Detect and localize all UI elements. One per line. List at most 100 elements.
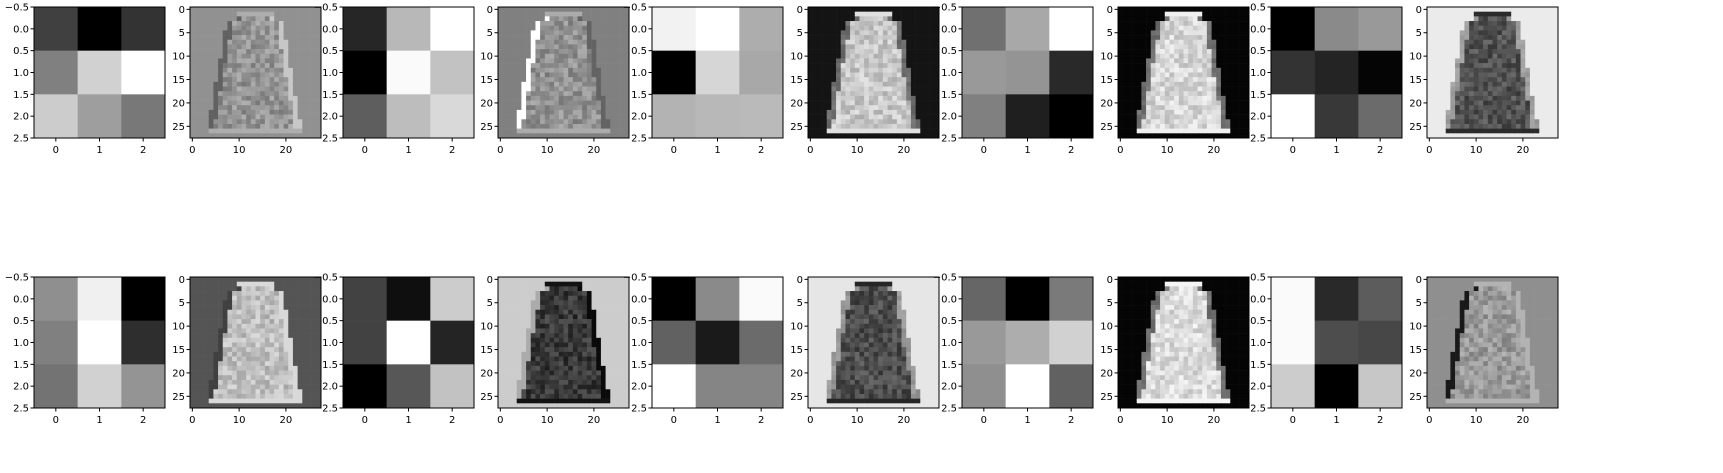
feature-pixel xyxy=(610,128,616,134)
feature-pixel xyxy=(269,109,275,115)
feature-pixel xyxy=(1506,39,1512,45)
feature-pixel xyxy=(1188,63,1194,69)
feature-pixel xyxy=(614,95,620,101)
feature-pixel xyxy=(873,16,879,22)
feature-pixel xyxy=(1506,119,1512,125)
feature-pixel xyxy=(227,30,233,36)
feature-pixel xyxy=(873,25,879,31)
feature-pixel xyxy=(1230,58,1236,64)
feature-pixel xyxy=(582,105,588,111)
feature-pixel xyxy=(241,328,247,334)
feature-pixel xyxy=(269,291,275,297)
feature-pixel xyxy=(1220,114,1226,120)
feature-pixel xyxy=(915,133,921,139)
feature-pixel xyxy=(274,114,280,120)
feature-pixel xyxy=(250,356,256,362)
feature-pixel xyxy=(1192,91,1198,97)
feature-pixel xyxy=(1478,91,1484,97)
feature-pixel xyxy=(208,25,214,31)
feature-pixel xyxy=(292,319,298,325)
feature-pixel xyxy=(498,16,503,22)
feature-pixel xyxy=(563,16,569,22)
feature-pixel xyxy=(1492,35,1498,41)
feature-pixel xyxy=(563,77,569,83)
feature-pixel xyxy=(1220,128,1226,134)
feature-pixel xyxy=(1122,53,1128,59)
feature-pixel xyxy=(1136,58,1142,64)
feature-pixel xyxy=(1127,95,1133,101)
feature-pixel xyxy=(311,16,317,22)
feature-pixel xyxy=(218,72,224,78)
feature-pixel xyxy=(1469,53,1475,59)
feature-pixel xyxy=(316,21,322,27)
feature-pixel xyxy=(260,11,266,17)
feature-pixel xyxy=(213,21,219,27)
feature-pixel xyxy=(521,95,527,101)
feature-pixel xyxy=(306,314,312,320)
feature-pixel xyxy=(1459,53,1465,59)
feature-pixel xyxy=(1174,95,1180,101)
feature-pixel xyxy=(906,123,912,129)
feature-pixel xyxy=(194,123,200,129)
feature-pixel xyxy=(1427,91,1432,97)
feature-pixel xyxy=(840,128,846,134)
feature-pixel xyxy=(236,337,242,343)
feature-pixel xyxy=(306,375,312,381)
feature-pixel xyxy=(1136,35,1142,41)
feature-pixel xyxy=(250,128,256,134)
feature-pixel xyxy=(859,123,865,129)
feature-pixel xyxy=(1539,77,1545,83)
feature-pixel xyxy=(1525,39,1531,45)
feature-pixel xyxy=(1211,39,1217,45)
feature-pixel xyxy=(878,53,884,59)
feature-pixel xyxy=(1230,39,1236,45)
feature-pixel xyxy=(278,379,284,385)
feature-pixel xyxy=(521,123,527,129)
feature-pixel xyxy=(882,133,888,139)
feature-pixel xyxy=(850,77,856,83)
feature-pixel xyxy=(929,58,935,64)
feature-pixel xyxy=(311,379,317,385)
feature-pixel xyxy=(274,100,280,106)
feature-pixel xyxy=(190,389,195,395)
feature-pixel xyxy=(840,58,846,64)
feature-pixel xyxy=(1483,39,1489,45)
feature-pixel xyxy=(577,100,583,106)
feature-pixel xyxy=(526,49,532,55)
feature-pixel xyxy=(1497,67,1503,73)
feature-pixel xyxy=(250,105,256,111)
feature-pixel xyxy=(1230,109,1236,115)
feature-pixel xyxy=(1197,100,1203,106)
feature-pixel xyxy=(901,105,907,111)
feature-pixel xyxy=(929,114,935,120)
feature-pixel xyxy=(1539,91,1545,97)
feature-pixel xyxy=(624,49,630,55)
feature-pixel xyxy=(901,95,907,101)
feature-pixel xyxy=(311,291,317,297)
feature-pixel xyxy=(817,81,823,87)
feature-pixel xyxy=(1164,11,1170,17)
feature-pixel xyxy=(1469,25,1475,31)
feature-pixel xyxy=(605,86,611,92)
feature-pixel xyxy=(812,128,818,134)
feature-pixel xyxy=(1136,86,1142,92)
feature-pixel xyxy=(255,114,261,120)
feature-pixel xyxy=(1459,105,1465,111)
feature-pixel xyxy=(1118,58,1123,64)
feature-pixel xyxy=(1436,123,1442,129)
feature-pixel xyxy=(1553,86,1559,92)
feature-pixel xyxy=(1511,109,1517,115)
feature-pixel xyxy=(836,114,842,120)
feature-pixel xyxy=(218,7,224,12)
feature-pixel xyxy=(204,370,210,376)
feature-pixel xyxy=(260,128,266,134)
feature-pixel xyxy=(1150,44,1156,50)
feature-pixel xyxy=(878,91,884,97)
feature-pixel xyxy=(1230,86,1236,92)
feature-pixel xyxy=(1511,91,1517,97)
feature-pixel xyxy=(222,7,228,12)
feature-pixel xyxy=(1548,77,1554,83)
feature-pixel xyxy=(208,291,214,297)
feature-pixel xyxy=(232,277,238,282)
feature-pixel xyxy=(915,63,921,69)
